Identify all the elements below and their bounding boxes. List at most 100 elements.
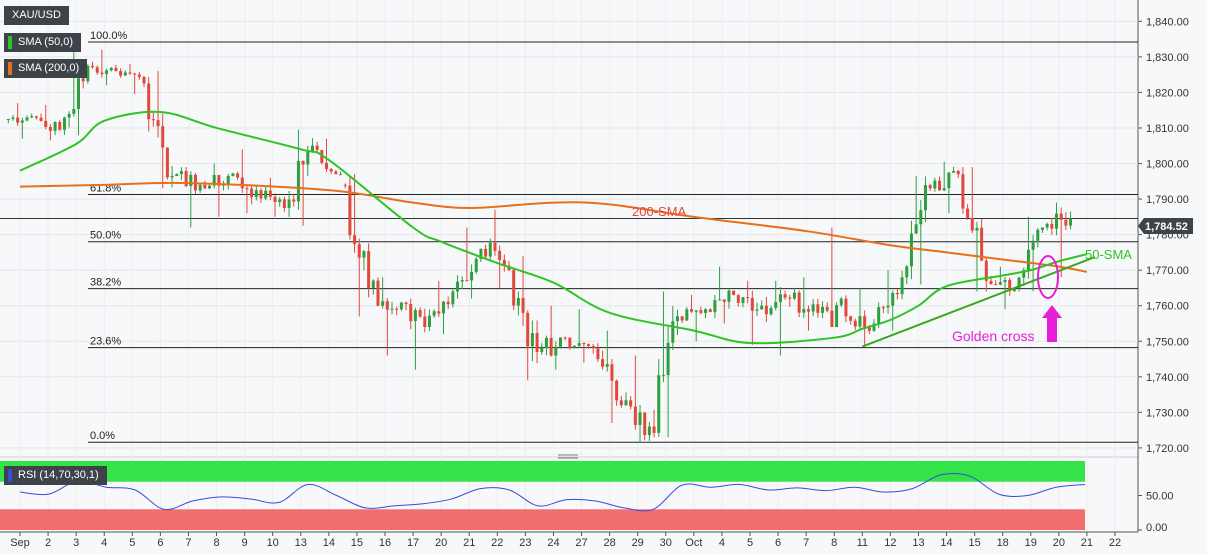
- candle-body: [563, 337, 567, 339]
- candle-body: [573, 345, 577, 348]
- candle-body: [474, 258, 478, 272]
- candle-body: [189, 174, 193, 187]
- candle-body: [708, 309, 712, 313]
- time-tick-label: 2: [45, 537, 51, 549]
- candle-body: [966, 208, 970, 218]
- price-tick-label: 1,760.00: [1146, 301, 1189, 313]
- candle-body: [236, 173, 240, 178]
- candle-body: [16, 117, 20, 123]
- sma200-legend-label: SMA (200,0): [18, 62, 80, 74]
- candle-body: [1012, 287, 1016, 291]
- candle-body: [470, 271, 474, 281]
- candle-body: [11, 117, 15, 120]
- candle-body: [994, 284, 998, 286]
- candle-body: [540, 347, 544, 352]
- rsi-axis[interactable]: 50.00 0.00: [1138, 491, 1174, 535]
- candle-body: [179, 171, 183, 175]
- candle-body: [301, 160, 305, 165]
- time-axis[interactable]: Sep 2 3 4 5 6 7 8 9 10 13 14 15 16 17 20 21 22 23 24 27 28 29 3…: [10, 532, 1121, 549]
- price-tick-label: 1,840.00: [1146, 16, 1189, 28]
- candle-body: [933, 180, 937, 189]
- candle-body: [306, 150, 310, 165]
- candle-body: [456, 281, 460, 292]
- symbol-legend[interactable]: XAU/USD: [4, 6, 69, 25]
- candle-body: [956, 170, 960, 175]
- fib-label: 0.0%: [90, 430, 115, 442]
- candle-body: [760, 305, 764, 310]
- candle-body: [418, 310, 422, 317]
- pane-resize-handle[interactable]: [558, 454, 578, 459]
- candle-body: [1050, 223, 1054, 229]
- rsi-legend-label: RSI (14,70,30,1): [18, 469, 99, 481]
- time-tick-label: 4: [719, 537, 725, 549]
- time-tick-label: 20: [435, 537, 447, 549]
- candle-body: [863, 316, 867, 328]
- sma50-annotation: 50-SMA: [1085, 247, 1132, 262]
- sma50-legend[interactable]: SMA (50,0): [4, 33, 82, 52]
- candle-body: [451, 291, 455, 305]
- candle-body: [633, 406, 637, 425]
- candle-body: [151, 119, 155, 121]
- candle-body: [694, 310, 698, 312]
- candle-body: [212, 174, 216, 186]
- rsi-legend[interactable]: RSI (14,70,30,1): [4, 466, 107, 485]
- golden-cross-ellipse: [1037, 255, 1059, 299]
- candle-body: [385, 301, 389, 310]
- price-tick-label: 1,740.00: [1146, 372, 1189, 384]
- candle-body: [371, 280, 375, 288]
- sma50-line: [19, 110, 1088, 345]
- sma200-legend[interactable]: SMA (200,0): [4, 59, 88, 78]
- time-tick-label: 18: [997, 537, 1009, 549]
- price-axis[interactable]: 1,840.00 1,830.00 1,820.00 1,810.00 1,800.00…: [1138, 16, 1189, 455]
- candle-body: [273, 196, 277, 203]
- candle-body: [858, 316, 862, 327]
- rsi-tick-label: 50.00: [1146, 491, 1174, 503]
- candle-body: [886, 305, 890, 308]
- candle-body: [175, 174, 179, 176]
- candle-body: [895, 293, 899, 295]
- candle-body: [661, 375, 665, 377]
- candle-body: [947, 172, 951, 189]
- candle-body: [900, 277, 904, 295]
- rsi-swatch: [8, 469, 12, 482]
- candle-body: [610, 364, 614, 381]
- time-tick-label: 27: [575, 537, 587, 549]
- candle-body: [601, 359, 605, 367]
- candle-body: [554, 346, 558, 356]
- candle-body: [437, 311, 441, 314]
- candle-body: [44, 120, 48, 128]
- candle-body: [624, 400, 628, 406]
- candle-body: [647, 426, 651, 436]
- candle-body: [558, 337, 562, 347]
- candle-body: [339, 174, 343, 176]
- candle-body: [952, 170, 956, 173]
- time-tick-label: 6: [157, 537, 163, 549]
- candle-body: [147, 83, 151, 120]
- candle-body: [170, 175, 174, 178]
- candle-body: [156, 120, 160, 127]
- candle-body: [713, 300, 717, 313]
- candle-body: [516, 297, 520, 306]
- candle-body: [877, 307, 881, 324]
- candle-body: [25, 117, 29, 121]
- time-tick-label: Oct: [685, 537, 702, 549]
- candle-body: [259, 190, 263, 199]
- candle-body: [231, 173, 235, 176]
- candle-body: [100, 72, 104, 75]
- candle-body: [95, 67, 99, 73]
- time-tick-label: 15: [351, 537, 363, 549]
- candle-body: [526, 312, 530, 347]
- price-tag: 1,784.52: [1138, 218, 1193, 234]
- candle-body: [530, 333, 534, 347]
- price-tick-label: 1,790.00: [1146, 194, 1189, 206]
- candle-body: [484, 248, 488, 257]
- candle-body: [671, 321, 675, 343]
- candle-body: [296, 160, 300, 202]
- candle-body: [367, 251, 371, 288]
- candle-body: [792, 292, 796, 299]
- rsi-oversold-zone: [0, 509, 1085, 530]
- candle-body: [404, 302, 408, 305]
- time-tick-label: 7: [803, 537, 809, 549]
- candle-body: [1017, 277, 1021, 288]
